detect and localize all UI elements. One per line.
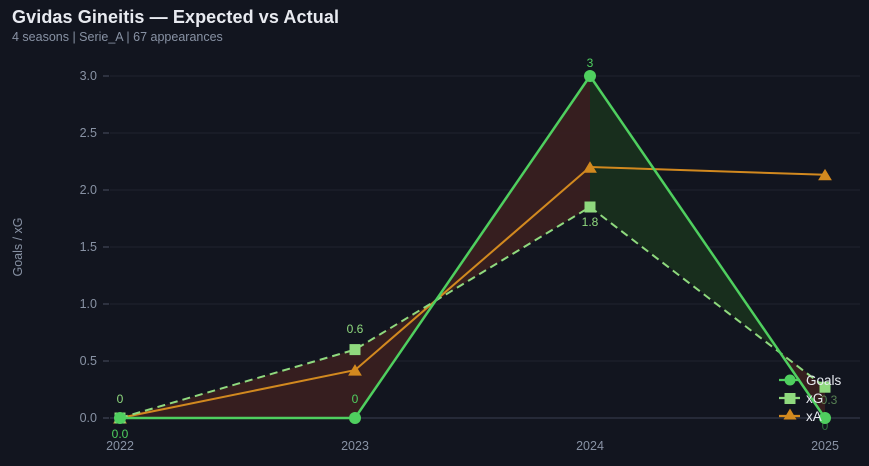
svg-text:0: 0 (352, 392, 359, 406)
svg-text:0.6: 0.6 (347, 322, 364, 336)
svg-text:0: 0 (822, 419, 829, 433)
svg-text:2025: 2025 (811, 439, 839, 453)
svg-text:2.5: 2.5 (80, 126, 97, 140)
svg-text:0.0: 0.0 (112, 427, 129, 441)
svg-text:2024: 2024 (576, 439, 604, 453)
svg-text:xG: xG (806, 391, 823, 406)
svg-text:2022: 2022 (106, 439, 134, 453)
svg-text:1.5: 1.5 (80, 240, 97, 254)
svg-text:1.8: 1.8 (582, 215, 599, 229)
svg-text:xA: xA (806, 409, 822, 424)
svg-text:0.0: 0.0 (80, 411, 97, 425)
svg-text:Goals: Goals (806, 373, 842, 388)
svg-text:3.0: 3.0 (80, 69, 97, 83)
svg-text:2023: 2023 (341, 439, 369, 453)
svg-text:0: 0 (117, 392, 124, 406)
svg-text:0.5: 0.5 (80, 354, 97, 368)
svg-text:1.0: 1.0 (80, 297, 97, 311)
svg-text:2.0: 2.0 (80, 183, 97, 197)
svg-text:3: 3 (587, 56, 594, 70)
svg-text:Goals / xG: Goals / xG (11, 217, 25, 276)
